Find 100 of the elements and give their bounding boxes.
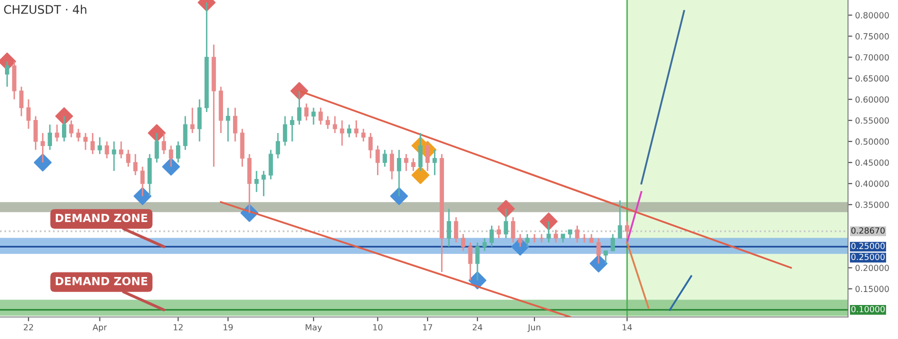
candlestick (575, 224, 580, 244)
candlestick (376, 144, 380, 176)
point (412, 166, 430, 184)
x-tick-label: 10 (373, 324, 382, 330)
candlestick (446, 208, 452, 248)
y-tick-label: 0.75000 (855, 33, 889, 40)
candlestick (496, 224, 501, 239)
candlestick (119, 140, 124, 159)
candlestick (112, 140, 116, 172)
annotation: DEMAND ZONE (56, 276, 148, 286)
candlestick (268, 149, 273, 180)
candlestick (326, 115, 330, 130)
candlestick (140, 166, 145, 197)
candlestick (54, 124, 60, 142)
y-tick-label: 0.20000 (855, 264, 889, 272)
candlestick (404, 153, 408, 172)
candlestick (297, 90, 302, 126)
candlestick (176, 140, 180, 164)
y-tick-label: 0.65000 (855, 75, 889, 82)
candlestick (183, 115, 188, 151)
candlestick (604, 250, 608, 264)
y-tick-label: 0.55000 (855, 117, 889, 124)
candlestick (390, 149, 394, 180)
x-tick-label: 14 (622, 324, 632, 330)
point (497, 200, 515, 218)
x-tick-label: 22 (24, 324, 33, 330)
candlestick (90, 132, 95, 155)
y-tick-label: 0.45000 (855, 159, 889, 166)
x-tick-label: 24 (472, 324, 482, 330)
point (390, 187, 408, 206)
candlestick (318, 107, 323, 126)
candlestick (504, 208, 508, 239)
candlestick (546, 220, 551, 244)
candlestick (133, 153, 138, 176)
candlestick (411, 158, 416, 172)
candlestick (610, 233, 615, 252)
x-tick-label: 12 (174, 324, 183, 330)
candlestick (162, 132, 166, 155)
ref-line-label: 0.10000 (851, 306, 885, 312)
candlestick (34, 115, 38, 151)
candlestick (290, 115, 294, 142)
x-tick-label: Apr (92, 324, 107, 332)
candlestick (596, 238, 601, 264)
point (540, 212, 558, 230)
candlestick (382, 149, 387, 168)
x-tick-label: 17 (423, 324, 432, 330)
candlestick (525, 233, 530, 248)
y-tick-label: 0.15000 (855, 286, 889, 292)
point (590, 254, 608, 272)
candlestick (482, 238, 487, 252)
candlestick (518, 233, 522, 248)
x-tick-label: Jun (528, 324, 540, 332)
candlestick (418, 132, 423, 172)
candlestick (98, 136, 102, 155)
candlestick (304, 102, 309, 122)
candlestick (432, 149, 437, 176)
candlestick (104, 140, 110, 159)
candlestick (554, 229, 558, 244)
x-tick-label: 19 (224, 324, 233, 330)
candlestick (510, 216, 516, 244)
y-tick-label: 0.70000 (855, 54, 889, 61)
candlestick (69, 120, 74, 138)
candlestick (154, 132, 159, 164)
candlestick (197, 98, 202, 142)
candlestick (83, 132, 88, 151)
candlestick (468, 242, 472, 282)
candlestick (76, 128, 81, 142)
candlestick (254, 170, 259, 193)
candlestick (425, 140, 430, 172)
candlestick (354, 120, 358, 138)
candlestick (48, 124, 52, 151)
candlestick (4, 60, 10, 88)
y-tick-label: 0.40000 (855, 180, 889, 187)
candlestick (340, 120, 344, 146)
candlestick (624, 220, 630, 239)
y-tick-label: 0.60000 (855, 96, 889, 103)
annotation: DEMAND ZONE (56, 214, 148, 222)
ref-line-label: 0.25000 (851, 242, 885, 250)
candlestick (368, 132, 373, 159)
candlestick (396, 149, 402, 197)
candlestick (233, 107, 238, 142)
candlestick (168, 144, 174, 168)
band-label: 0.25000 (851, 254, 885, 260)
ref-line-label: 0.28670 (851, 227, 885, 234)
y-tick-label: 0.50000 (855, 138, 889, 145)
x-tick-label: May (306, 324, 322, 332)
candlestick (618, 200, 622, 239)
candlestick (361, 128, 366, 142)
candlestick (461, 233, 466, 252)
candlestick (276, 132, 280, 159)
candlestick (126, 149, 130, 168)
candlestick (262, 170, 266, 197)
candlestick (62, 115, 66, 142)
point (162, 158, 180, 176)
candlestick (26, 98, 31, 130)
chart-title: CHZUSDT · 4h (4, 4, 86, 14)
candlestick (475, 242, 480, 282)
y-tick-label: 0.80000 (855, 12, 889, 18)
candlestick (347, 124, 352, 138)
candlestick (311, 107, 316, 126)
